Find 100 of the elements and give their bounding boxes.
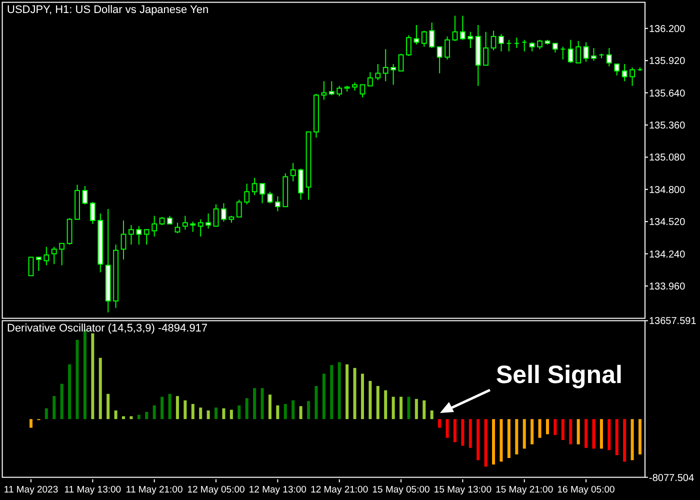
bar <box>160 396 164 420</box>
candlestick <box>136 226 142 246</box>
bar <box>214 408 218 420</box>
candlestick <box>498 34 504 52</box>
bar <box>446 419 449 438</box>
candlestick <box>390 64 396 86</box>
annotation: Sell Signal <box>496 361 622 389</box>
y-tick-label: 136.200 <box>649 24 686 35</box>
bar <box>546 419 549 434</box>
bar <box>346 364 349 420</box>
bar <box>414 398 418 420</box>
y-tick-label: 135.080 <box>649 152 686 164</box>
candlestick <box>213 204 219 227</box>
candlestick <box>614 64 620 76</box>
bar <box>476 419 480 460</box>
bar <box>199 408 202 420</box>
bar <box>184 400 187 420</box>
bar <box>253 388 256 420</box>
candlestick <box>630 67 635 86</box>
candlestick <box>298 168 304 200</box>
bar <box>145 412 148 420</box>
bar <box>438 419 442 428</box>
candlestick <box>144 229 150 246</box>
candlestick <box>576 40 582 64</box>
candlestick <box>274 196 280 212</box>
candlestick <box>552 42 558 54</box>
candlestick <box>367 72 373 86</box>
bar <box>268 394 272 420</box>
candlestick <box>514 37 520 48</box>
bar <box>230 410 233 420</box>
bar <box>60 384 64 420</box>
x-tick-label: 11 May 13:00 <box>64 484 122 496</box>
candlestick <box>120 220 126 260</box>
bar <box>484 419 488 467</box>
x-tick-label: 12 May 05:00 <box>187 484 245 496</box>
bar <box>638 419 642 454</box>
candlestick <box>414 24 420 45</box>
y-tick-label: 134.800 <box>649 184 686 196</box>
candlestick <box>290 162 296 182</box>
bar <box>106 394 110 420</box>
bar <box>368 380 372 420</box>
candlestick <box>206 213 212 229</box>
bar <box>353 368 356 420</box>
candlestick <box>490 30 496 51</box>
candlestick <box>128 224 134 246</box>
candlestick <box>436 46 442 74</box>
y-tick-label: 134.520 <box>649 217 686 228</box>
candlestick <box>336 85 342 97</box>
candlestick <box>468 31 474 48</box>
candlestick <box>182 215 188 230</box>
candlestick <box>560 46 566 60</box>
bar <box>561 419 564 440</box>
bar <box>30 419 32 428</box>
bar <box>453 419 456 442</box>
bar <box>276 405 280 420</box>
bar <box>206 410 210 420</box>
bar <box>407 396 410 420</box>
candlestick <box>44 246 50 266</box>
bar <box>168 394 172 420</box>
candlestick <box>606 47 612 67</box>
candlestick <box>360 84 366 98</box>
bar <box>137 414 140 420</box>
bar <box>76 340 79 420</box>
bar <box>176 396 179 420</box>
candlestick <box>529 42 535 52</box>
candlestick <box>429 22 435 48</box>
bar <box>422 400 426 420</box>
bar <box>292 400 295 420</box>
candlestick <box>375 64 381 81</box>
bar <box>245 398 248 420</box>
candlestick <box>59 242 65 266</box>
candlestick <box>28 256 34 276</box>
bar <box>307 401 310 420</box>
x-tick-label: 15 May 13:00 <box>434 484 492 496</box>
bar <box>576 419 580 444</box>
candlestick <box>236 199 242 218</box>
bar <box>191 404 194 420</box>
candlestick <box>506 39 512 52</box>
x-tick-label: 12 May 13:00 <box>248 484 306 496</box>
candlestick <box>591 47 596 62</box>
bar <box>52 396 56 420</box>
candlestick <box>221 202 226 222</box>
chart-title: Derivative Oscillator (14,5,3,9) -4894.917 <box>7 322 208 335</box>
bar <box>608 419 611 450</box>
candlestick <box>537 39 542 50</box>
candlestick <box>444 36 450 60</box>
bar <box>330 365 334 420</box>
bar <box>299 406 302 420</box>
candlestick <box>174 222 180 234</box>
candlestick <box>622 64 628 82</box>
y-tick-label: 135.920 <box>649 56 686 68</box>
candlestick <box>406 34 412 56</box>
bar <box>538 419 542 438</box>
y-tick-label: 133.960 <box>649 281 686 292</box>
x-tick-label: 11 May 21:00 <box>126 484 183 496</box>
bar <box>392 396 395 420</box>
bar <box>430 410 434 420</box>
bar <box>461 419 464 446</box>
bar <box>400 396 403 420</box>
x-tick-label: 16 May 05:00 <box>557 484 615 496</box>
